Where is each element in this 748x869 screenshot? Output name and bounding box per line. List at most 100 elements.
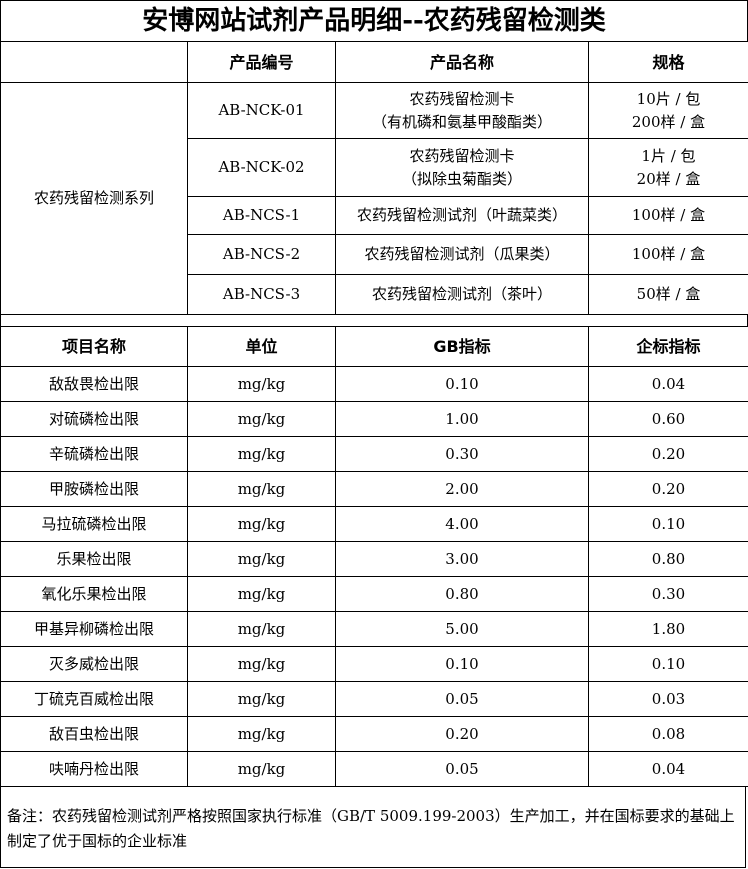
- product-spec: 1片 / 包 20样 / 盒: [588, 138, 748, 197]
- product-spec: 10片 / 包 200样 / 盒: [588, 82, 748, 139]
- gb-value: 0.10: [335, 646, 589, 682]
- unit: mg/kg: [187, 401, 336, 437]
- enterprise-value: 0.60: [588, 401, 748, 437]
- product-name: 农药残留检测试剂（瓜果类）: [335, 234, 589, 275]
- product-name-line: 农药残留检测试剂（茶叶）: [371, 285, 552, 303]
- unit: mg/kg: [187, 541, 336, 577]
- limits-row: 丁硫克百威检出限 mg/kg 0.05 0.03: [0, 681, 748, 717]
- product-spec-line: 200样 / 盒: [631, 112, 706, 131]
- unit: mg/kg: [187, 576, 336, 612]
- unit: mg/kg: [187, 366, 336, 402]
- enterprise-value: 0.30: [588, 576, 748, 612]
- page-title: 安博网站试剂产品明细--农药残留检测类: [0, 0, 748, 41]
- product-code: AB-NCS-3: [187, 274, 336, 315]
- product-code: AB-NCK-02: [187, 138, 336, 197]
- product-row: AB-NCK-02 农药残留检测卡 （拟除虫菊酯类） 1片 / 包 20样 / 盒: [1, 138, 748, 197]
- unit: mg/kg: [187, 751, 336, 787]
- item-name: 甲胺磷检出限: [0, 471, 188, 507]
- product-name-line: 农药残留检测卡: [409, 146, 515, 165]
- unit: mg/kg: [187, 506, 336, 542]
- header-cell: 企标指标: [588, 326, 748, 367]
- product-table: 产品编号 产品名称 规格 农药残留检测系列 AB-NCK-01 农药残留检测卡 （有机…: [0, 41, 748, 315]
- product-spec-line: 50样 / 盒: [636, 285, 701, 303]
- product-spec-line: 100样 / 盒: [631, 245, 706, 263]
- enterprise-value: 0.10: [588, 506, 748, 542]
- product-spec-line: 20样 / 盒: [636, 169, 701, 188]
- enterprise-value: 0.20: [588, 436, 748, 472]
- gb-value: 0.05: [335, 751, 589, 787]
- gb-value: 4.00: [335, 506, 589, 542]
- product-name: 农药残留检测卡 （拟除虫菊酯类）: [335, 138, 589, 197]
- item-name: 甲基异柳磷检出限: [0, 611, 188, 647]
- gb-value: 0.30: [335, 436, 589, 472]
- limits-header-row: 项目名称 单位 GB指标 企标指标: [0, 326, 748, 367]
- limits-row: 敌百虫检出限 mg/kg 0.20 0.08: [0, 716, 748, 752]
- item-name: 氧化乐果检出限: [0, 576, 188, 612]
- series-cell: 农药残留检测系列: [0, 82, 188, 315]
- header-cell: 单位: [187, 326, 336, 367]
- footnote: 备注：农药残留检测试剂严格按照国家执行标准（GB/T 5009.199-2003…: [0, 786, 746, 868]
- product-spec: 50样 / 盒: [588, 274, 748, 315]
- enterprise-value: 0.04: [588, 366, 748, 402]
- table-gap: [0, 314, 748, 326]
- product-row: AB-NCS-1 农药残留检测试剂（叶蔬菜类） 100样 / 盒: [1, 196, 748, 235]
- header-cell: GB指标: [335, 326, 589, 367]
- item-name: 敌百虫检出限: [0, 716, 188, 752]
- product-code: AB-NCK-01: [187, 82, 336, 139]
- item-name: 丁硫克百威检出限: [0, 681, 188, 717]
- product-name: 农药残留检测试剂（叶蔬菜类）: [335, 196, 589, 235]
- product-spec-line: 100样 / 盒: [631, 206, 706, 224]
- header-cell: 产品名称: [335, 41, 589, 83]
- limits-row: 对硫磷检出限 mg/kg 1.00 0.60: [0, 401, 748, 437]
- item-name: 灭多威检出限: [0, 646, 188, 682]
- enterprise-value: 0.20: [588, 471, 748, 507]
- gb-value: 2.00: [335, 471, 589, 507]
- enterprise-value: 0.04: [588, 751, 748, 787]
- product-spec: 100样 / 盒: [588, 234, 748, 275]
- limits-row: 甲基异柳磷检出限 mg/kg 5.00 1.80: [0, 611, 748, 647]
- product-name-line: （拟除虫菊酯类）: [401, 169, 522, 188]
- product-name: 农药残留检测试剂（茶叶）: [335, 274, 589, 315]
- product-code: AB-NCS-2: [187, 234, 336, 275]
- item-name: 呋喃丹检出限: [0, 751, 188, 787]
- item-name: 马拉硫磷检出限: [0, 506, 188, 542]
- product-name: 农药残留检测卡 （有机磷和氨基甲酸酯类）: [335, 82, 589, 139]
- gb-value: 0.20: [335, 716, 589, 752]
- gb-value: 3.00: [335, 541, 589, 577]
- item-name: 乐果检出限: [0, 541, 188, 577]
- product-name-line: 农药残留检测试剂（瓜果类）: [364, 245, 560, 263]
- gb-value: 0.10: [335, 366, 589, 402]
- product-row: AB-NCS-2 农药残留检测试剂（瓜果类） 100样 / 盒: [1, 234, 748, 275]
- limits-row: 呋喃丹检出限 mg/kg 0.05 0.04: [0, 751, 748, 787]
- product-row: AB-NCS-3 农药残留检测试剂（茶叶） 50样 / 盒: [1, 274, 748, 315]
- enterprise-value: 0.10: [588, 646, 748, 682]
- header-cell: 规格: [588, 41, 748, 83]
- product-spec-line: 10片 / 包: [636, 89, 701, 108]
- limits-row: 甲胺磷检出限 mg/kg 2.00 0.20: [0, 471, 748, 507]
- unit: mg/kg: [187, 611, 336, 647]
- header-cell: 产品编号: [187, 41, 336, 83]
- unit: mg/kg: [187, 681, 336, 717]
- product-header-row: 产品编号 产品名称 规格: [0, 41, 748, 83]
- limits-row: 马拉硫磷检出限 mg/kg 4.00 0.10: [0, 506, 748, 542]
- product-name-line: 农药残留检测卡: [409, 89, 515, 108]
- enterprise-value: 0.08: [588, 716, 748, 752]
- header-cell: 项目名称: [0, 326, 188, 367]
- enterprise-value: 0.80: [588, 541, 748, 577]
- gb-value: 1.00: [335, 401, 589, 437]
- unit: mg/kg: [187, 646, 336, 682]
- gb-value: 0.05: [335, 681, 589, 717]
- unit: mg/kg: [187, 716, 336, 752]
- enterprise-value: 0.03: [588, 681, 748, 717]
- limits-row: 辛硫磷检出限 mg/kg 0.30 0.20: [0, 436, 748, 472]
- limits-row: 乐果检出限 mg/kg 3.00 0.80: [0, 541, 748, 577]
- item-name: 敌敌畏检出限: [0, 366, 188, 402]
- header-cell: [0, 41, 188, 83]
- product-spec: 100样 / 盒: [588, 196, 748, 235]
- unit: mg/kg: [187, 471, 336, 507]
- gb-value: 0.80: [335, 576, 589, 612]
- product-spec-line: 1片 / 包: [641, 146, 696, 165]
- unit: mg/kg: [187, 436, 336, 472]
- enterprise-value: 1.80: [588, 611, 748, 647]
- limits-table: 项目名称 单位 GB指标 企标指标 敌敌畏检出限 mg/kg 0.10 0.04 对硫磷…: [0, 326, 748, 787]
